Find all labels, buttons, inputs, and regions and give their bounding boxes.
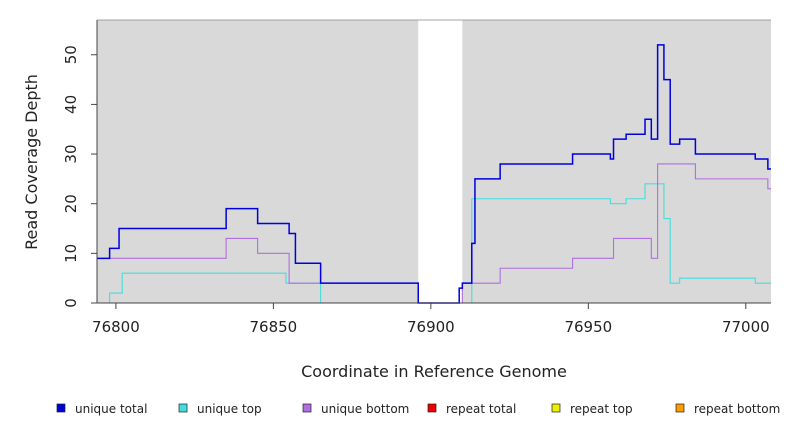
- x-tick-label: 77000: [722, 318, 770, 336]
- legend-swatch-unique-total: [56, 403, 66, 413]
- shaded-region: [97, 20, 419, 303]
- y-tick-label: 40: [62, 95, 80, 114]
- legend-swatch-unique-bottom: [302, 403, 312, 413]
- y-tick-label: 0: [62, 298, 80, 308]
- legend-label-repeat-top: repeat top: [570, 402, 633, 416]
- legend-swatch-repeat-total: [427, 403, 437, 413]
- y-axis-label: Read Coverage Depth: [22, 74, 41, 250]
- axes: 76800 76850 76900 76950 77000 0 10 20 30 40 50: [62, 19, 771, 336]
- legend-label-unique-top: unique top: [197, 402, 262, 416]
- legend: unique total unique top unique bottom repea…: [56, 402, 780, 416]
- legend-swatch-unique-top: [178, 403, 188, 413]
- x-tick-label: 76800: [92, 318, 140, 336]
- x-tick-label: 76950: [564, 318, 612, 336]
- x-axis-label: Coordinate in Reference Genome: [301, 362, 567, 381]
- shaded-region: [462, 20, 771, 303]
- y-tick-label: 20: [62, 194, 80, 213]
- legend-label-unique-bottom: unique bottom: [321, 402, 409, 416]
- legend-label-unique-total: unique total: [75, 402, 147, 416]
- legend-label-repeat-bottom: repeat bottom: [694, 402, 780, 416]
- series-line-unique-bottom: [97, 163, 771, 304]
- legend-swatch-repeat-bottom: [675, 403, 685, 413]
- shaded-regions: [97, 20, 771, 303]
- series-line-unique-top: [97, 183, 771, 304]
- legend-label-repeat-total: repeat total: [446, 402, 516, 416]
- y-tick-label: 10: [62, 244, 80, 263]
- series-line-unique-total: [97, 44, 771, 304]
- y-tick-label: 50: [62, 45, 80, 64]
- y-tick-label: 30: [62, 145, 80, 164]
- legend-swatch-repeat-top: [551, 403, 561, 413]
- x-tick-label: 76850: [250, 318, 298, 336]
- x-tick-label: 76900: [407, 318, 455, 336]
